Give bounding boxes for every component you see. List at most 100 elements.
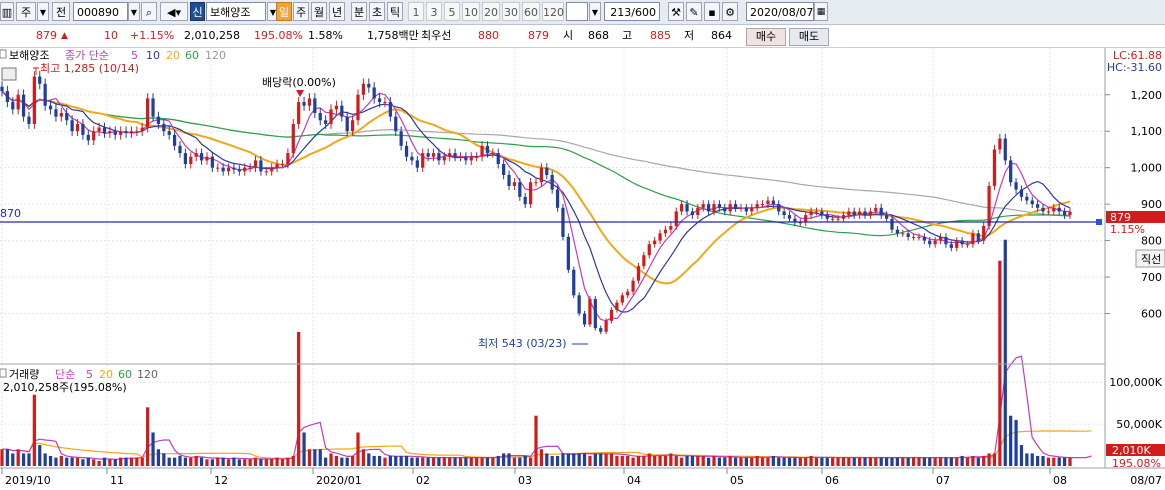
candle-body — [291, 123, 295, 154]
x-tick-label: 12 — [214, 474, 228, 487]
period-tick-tab[interactable]: 틱 — [387, 2, 403, 21]
volume-bar — [97, 460, 101, 466]
period-day-tab[interactable]: 일 — [276, 2, 292, 21]
candle-body — [831, 218, 835, 220]
volume-bar — [539, 449, 544, 466]
volume-bar — [243, 459, 247, 466]
volume-bar — [124, 457, 128, 466]
panel-toggle-icon[interactable] — [0, 49, 7, 59]
period-year-tab[interactable]: 년 — [329, 2, 345, 21]
candle-body — [922, 236, 926, 241]
chart-area[interactable]: 600 700 800 900 1,000 1,100 1,200 50,000K 100,0… — [0, 48, 1165, 490]
tools-icon[interactable]: ⚒ — [668, 2, 684, 21]
count-input[interactable]: 213/600 — [604, 2, 660, 21]
chevron-down-icon[interactable]: ▼ — [589, 2, 601, 21]
candle-body — [297, 102, 301, 124]
candle-body — [469, 156, 473, 161]
chart-background — [0, 48, 1165, 490]
candle-body — [156, 116, 161, 124]
candle-body — [626, 291, 630, 296]
x-tick-label: 04 — [627, 474, 641, 487]
interval-custom-input[interactable] — [566, 2, 588, 21]
interval-10[interactable]: 10 — [462, 2, 480, 21]
ma60-line — [1, 90, 1070, 237]
volume-bar — [518, 457, 522, 466]
candle-body — [642, 255, 646, 267]
line-tool-label[interactable]: 직선 — [1141, 253, 1161, 266]
speaker-icon[interactable]: ◀▾ — [160, 2, 188, 21]
volume-bar — [394, 455, 398, 466]
chevron-down-icon[interactable]: ▼ — [37, 2, 49, 21]
candle-body — [647, 244, 651, 256]
volume-bar — [27, 453, 31, 466]
candle-body — [388, 102, 392, 117]
chevron-down-icon[interactable]: ▼ — [128, 2, 140, 21]
interval-1[interactable]: 1 — [408, 2, 424, 21]
gear-icon[interactable]: ⚙ — [722, 2, 738, 21]
chart-icon[interactable]: ▥ — [0, 2, 14, 21]
volume-bar — [151, 432, 155, 466]
interval-5[interactable]: 5 — [444, 2, 460, 21]
line-tool-badge[interactable] — [1135, 249, 1165, 268]
code-input[interactable]: 000890 — [73, 2, 128, 21]
interval-20[interactable]: 20 — [482, 2, 500, 21]
indicator-icon[interactable]: ✎ — [686, 2, 702, 21]
volume-bar — [1019, 445, 1024, 466]
candle-body — [1019, 189, 1024, 197]
jeon-button[interactable]: 전 — [52, 2, 70, 21]
candle-body — [550, 174, 554, 190]
candle-body — [955, 240, 959, 248]
date-input[interactable]: 2020/08/07 — [746, 2, 814, 21]
candle-body — [744, 207, 748, 212]
interval-30[interactable]: 30 — [502, 2, 520, 21]
candle-body — [70, 120, 74, 132]
market-select[interactable]: 주 — [16, 2, 36, 21]
stock-name-field[interactable]: 보해양조 — [206, 2, 266, 21]
calendar-icon[interactable]: ▦ — [814, 2, 828, 21]
candle-body — [518, 182, 522, 197]
volume-bar — [0, 449, 4, 466]
period-month-tab[interactable]: 월 — [311, 2, 327, 21]
candle-body — [102, 127, 107, 134]
buy-button[interactable]: 매수 — [746, 28, 786, 46]
volume-bar — [847, 457, 851, 466]
crosshair-tool-icon[interactable] — [1, 67, 17, 81]
volume-panel-toggle-icon[interactable] — [0, 368, 7, 378]
volume-bar — [259, 459, 263, 466]
volume-bar — [814, 457, 819, 466]
candle-body — [976, 233, 980, 241]
candle-body — [485, 145, 490, 154]
volume-bar — [906, 457, 910, 466]
sell-button[interactable]: 매도 — [789, 28, 829, 46]
period-week-tab[interactable]: 주 — [293, 2, 309, 21]
interval-3[interactable]: 3 — [426, 2, 442, 21]
candle-body — [356, 94, 360, 121]
volume-bar — [771, 455, 775, 466]
candle-body — [75, 123, 80, 132]
search-icon[interactable]: ⌕ — [141, 2, 157, 21]
candle-body — [318, 112, 322, 121]
candle-body — [32, 76, 36, 124]
interval-60[interactable]: 60 — [522, 2, 540, 21]
save-icon[interactable]: ▪ — [704, 2, 720, 21]
period-second-tab[interactable]: 초 — [369, 2, 385, 21]
sin-badge[interactable]: 신 — [190, 2, 205, 21]
price-y-ticks: 600 700 800 900 1,000 1,100 1,200 — [1105, 89, 1162, 321]
volume-bar — [1046, 457, 1051, 466]
volume-bar — [582, 453, 587, 466]
volume-bar — [874, 457, 878, 466]
candle-body — [1052, 207, 1056, 212]
interval-120[interactable]: 120 — [542, 2, 564, 21]
volume-bar — [329, 453, 333, 466]
low-value: 864 — [711, 29, 732, 42]
hline-handle[interactable] — [1096, 219, 1102, 225]
period-minute-tab[interactable]: 분 — [351, 2, 367, 21]
volume-last-pct: 195.08% — [1112, 457, 1161, 470]
volume-bar — [286, 457, 290, 466]
candle-body — [97, 127, 101, 132]
up-arrow-icon: ▲ — [61, 31, 68, 41]
volume-bar — [86, 457, 90, 466]
price-tick-label: 600 — [1141, 308, 1162, 321]
volume-bar — [1025, 453, 1029, 466]
volume-bar — [787, 457, 792, 466]
